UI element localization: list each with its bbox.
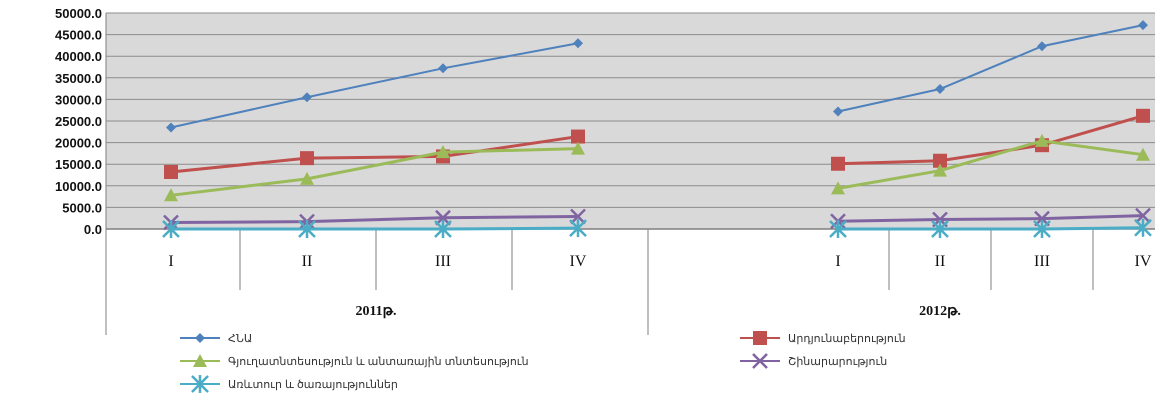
y-tick-label: 30000.0 (55, 92, 102, 107)
series-line (837, 24, 1144, 113)
legend-label: Շինարարություն (788, 356, 887, 368)
y-tick-label: 20000.0 (55, 136, 102, 151)
y-tick-label: 10000.0 (55, 179, 102, 194)
data-point (831, 181, 845, 195)
y-tick-label: 0.0 (84, 222, 102, 237)
series-line (170, 214, 579, 225)
data-point (1135, 207, 1151, 224)
data-point (164, 188, 178, 202)
data-point (298, 220, 316, 238)
y-tick-label: 5000.0 (62, 200, 102, 215)
data-point (570, 208, 586, 225)
data-point (300, 151, 314, 166)
data-point (162, 220, 180, 238)
data-point (933, 153, 947, 168)
data-point (436, 145, 450, 159)
legend-label: Գյուղատնտեսություն և անտառային տնտեսությ… (228, 356, 529, 368)
legend-marker (752, 353, 768, 369)
group-label: 2011թ. (355, 304, 396, 319)
x-tick-label: II (302, 253, 313, 270)
data-point (829, 220, 847, 238)
legend-item: Շինարարություն (740, 353, 887, 369)
series-line (171, 226, 579, 231)
y-tick-label: 25000.0 (55, 114, 102, 129)
data-point (1037, 41, 1047, 52)
series-line (837, 139, 1144, 190)
legend-marker (753, 331, 767, 345)
data-point (1035, 133, 1049, 147)
data-point (931, 220, 949, 238)
y-tick-label: 45000.0 (55, 28, 102, 43)
data-point (438, 63, 448, 74)
data-point (166, 122, 176, 133)
data-point (935, 84, 945, 95)
data-point (302, 92, 312, 103)
group-label: 2012թ. (919, 304, 961, 319)
data-point (571, 129, 585, 144)
series-line (170, 147, 579, 197)
data-point (573, 38, 583, 49)
legend-label: Առևտուր և ծառայություններ (228, 379, 398, 391)
series-line (170, 135, 579, 174)
data-point (1134, 218, 1152, 237)
data-point (569, 219, 587, 238)
x-tick-label: IV (1135, 253, 1152, 270)
series-line (837, 214, 1144, 223)
legend-item: Գյուղատնտեսություն և անտառային տնտեսությ… (180, 354, 529, 368)
x-tick-label: I (835, 253, 840, 270)
series (162, 218, 1152, 238)
data-point (1136, 147, 1150, 161)
y-tick-label: 40000.0 (55, 49, 102, 64)
data-point (571, 141, 585, 155)
x-tick-label: III (435, 253, 451, 270)
y-tick-label: 50000.0 (55, 6, 102, 21)
legend-label: ՀՆԱ (228, 333, 252, 345)
x-tick-label: I (168, 253, 173, 270)
series-line (170, 42, 579, 129)
legend-item: Առևտուր և ծառայություններ (180, 375, 398, 393)
x-tick-label: III (1034, 253, 1050, 270)
data-point (300, 171, 314, 185)
y-tick-label: 15000.0 (55, 157, 102, 172)
legend-marker (193, 354, 207, 367)
data-point (833, 106, 843, 117)
data-point (933, 163, 947, 177)
data-point (1138, 20, 1148, 31)
series (166, 20, 1148, 133)
series (164, 133, 1150, 202)
data-point (831, 156, 845, 171)
series-line (838, 226, 1144, 231)
y-tick-label: 35000.0 (55, 71, 102, 86)
data-point (435, 209, 451, 226)
legend-marker (195, 333, 205, 343)
legend-marker (191, 375, 209, 393)
data-point (164, 164, 178, 179)
legend-item: Արդյունաբերություն (740, 331, 906, 345)
x-tick-label: II (935, 253, 946, 270)
legend-label: Արդյունաբերություն (788, 333, 906, 345)
series-line (837, 114, 1144, 166)
data-point (1136, 108, 1150, 123)
legend-item: ՀՆԱ (180, 333, 252, 345)
x-tick-label: IV (570, 253, 587, 270)
data-point (434, 220, 452, 238)
data-point (1033, 220, 1051, 238)
